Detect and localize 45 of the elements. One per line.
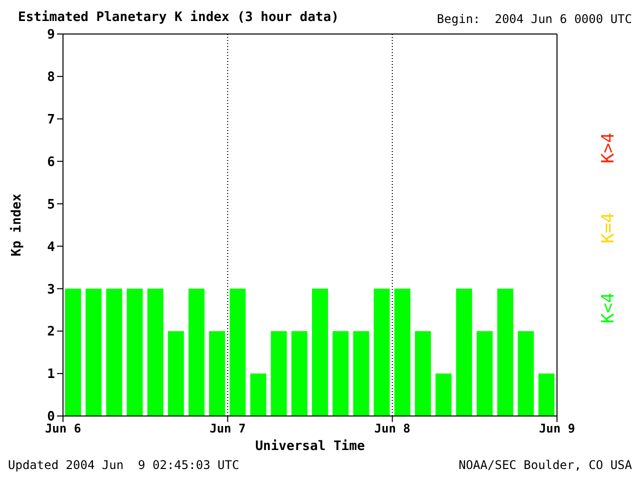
bar: [270, 331, 287, 416]
bar: [497, 288, 514, 416]
bar: [250, 374, 266, 416]
bar: [86, 288, 102, 416]
text: NOAA/SEC Boulder, CO USA: [458, 458, 632, 472]
text: K<4: [598, 292, 618, 324]
y-tick-label: 5: [47, 197, 55, 212]
y-tick-label: 2: [47, 324, 55, 340]
bar: [291, 331, 308, 416]
x-axis-title: Universal Time: [255, 439, 365, 454]
bar: [65, 288, 81, 416]
bar: [188, 288, 204, 416]
bar: [353, 331, 370, 416]
bar: [168, 331, 184, 416]
bar: [374, 288, 390, 416]
y-tick-label: 3: [47, 282, 55, 298]
y-tick-label: 1: [47, 367, 56, 382]
bar: [538, 374, 554, 416]
bar: [147, 288, 164, 416]
y-axis-title: Kp index: [10, 194, 25, 256]
y-tick-label: 7: [47, 112, 55, 128]
y-tick-label: 4: [47, 240, 56, 255]
x-tick-label: Jun 7: [210, 422, 246, 436]
y-tick-label: 6: [47, 154, 56, 170]
bar: [332, 331, 349, 416]
legend-label: K=4: [598, 212, 618, 244]
bar: [518, 331, 534, 416]
bar: [394, 288, 410, 416]
chart-subtitle: Begin: 2004 Jun 6 0000 UTC: [436, 12, 632, 26]
bar: [414, 331, 431, 416]
bar: [209, 331, 226, 416]
bar: [456, 288, 472, 416]
text: Updated 2004 Jun 9 02:45:03 UTC: [8, 458, 240, 472]
bar: [436, 374, 452, 416]
y-tick-label: 9: [47, 28, 55, 43]
y-tick-label: 8: [47, 70, 56, 86]
legend-label: K>4: [598, 132, 618, 164]
x-tick-label: Jun 9: [538, 422, 576, 436]
bar: [230, 288, 246, 416]
bar: [312, 288, 328, 416]
bar: [106, 288, 122, 416]
bar: [126, 288, 143, 416]
x-tick-label: Jun 8: [374, 422, 410, 436]
bar: [476, 331, 493, 416]
chart-title: Estimated Planetary K index (3 hour data): [18, 10, 339, 25]
